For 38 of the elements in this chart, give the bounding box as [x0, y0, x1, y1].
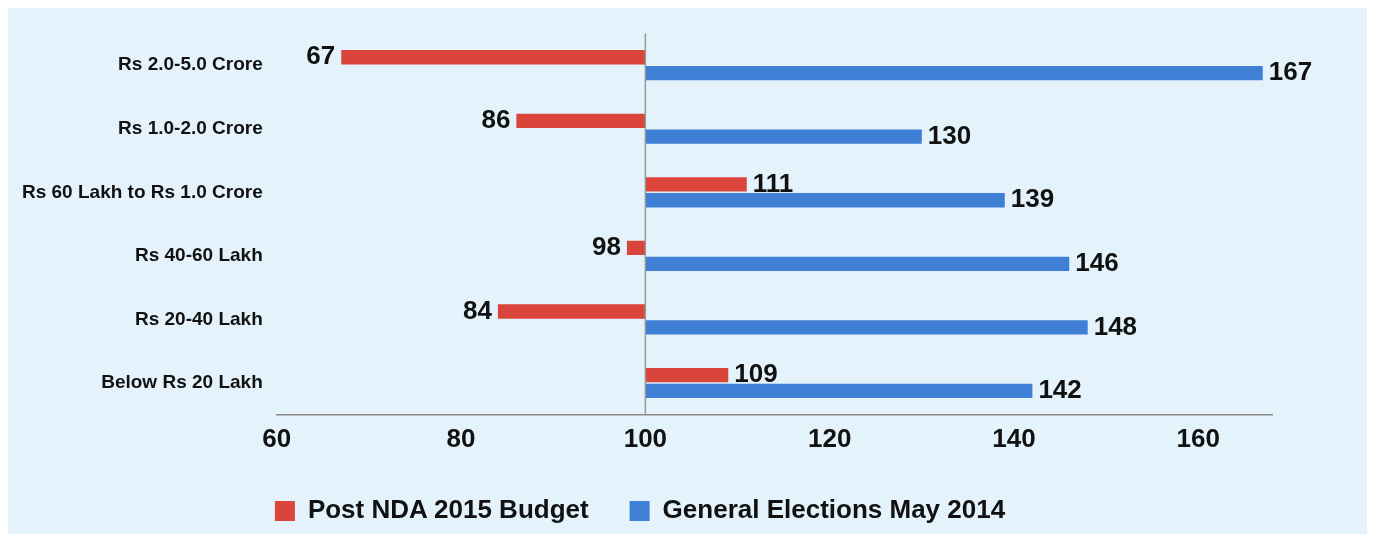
data-label: 148: [1093, 310, 1138, 341]
y-tick-label: Rs 20-40 Lakh: [134, 307, 263, 329]
data-label: 67: [306, 40, 336, 71]
data-label: 84: [463, 294, 493, 325]
data-label: 142: [1038, 374, 1082, 405]
x-tick-label: 160: [1176, 422, 1220, 453]
x-tick-label: 100: [623, 422, 668, 453]
x-tick-label: 80: [446, 422, 476, 453]
bar: [645, 65, 1263, 81]
x-tick-label: 120: [807, 422, 852, 453]
legend-label: General Elections May 2014: [662, 494, 1006, 525]
x-tick-label: 60: [262, 422, 292, 453]
bar: [645, 367, 729, 383]
y-tick-label: Rs 60 Lakh to Rs 1.0 Crore: [21, 180, 263, 202]
data-label: 146: [1075, 247, 1119, 277]
y-tick-label: Rs 2.0-5.0 Crore: [118, 53, 263, 75]
bar: [645, 129, 922, 144]
y-tick-label: Rs 1.0-2.0 Crore: [118, 116, 263, 138]
data-label: 98: [592, 231, 621, 262]
bar: [626, 240, 646, 256]
bar: [645, 177, 747, 192]
bar: [645, 383, 1033, 399]
y-tick-label: Rs 40-60 Lakh: [134, 244, 263, 266]
data-label: 139: [1010, 183, 1055, 214]
bar: [645, 193, 1005, 208]
y-tick-label: Below Rs 20 Lakh: [101, 371, 263, 393]
bar: [497, 304, 646, 319]
legend-label: Post NDA 2015 Budget: [307, 494, 589, 525]
data-label: 109: [734, 358, 778, 389]
data-label: 86: [481, 103, 511, 134]
x-tick-label: 140: [992, 422, 1036, 453]
bar: [516, 113, 646, 128]
bar: [645, 320, 1088, 335]
data-label: 111: [752, 167, 794, 198]
bar: [341, 50, 646, 65]
data-label: 167: [1268, 56, 1313, 87]
data-label: 130: [927, 119, 972, 150]
bar: [645, 256, 1070, 271]
